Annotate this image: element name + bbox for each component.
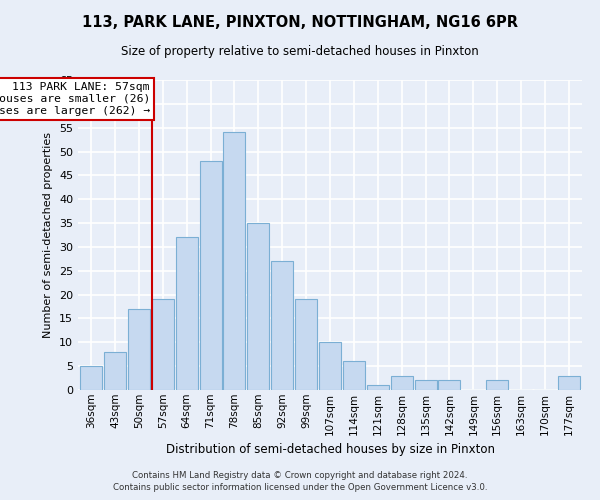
Text: Size of property relative to semi-detached houses in Pinxton: Size of property relative to semi-detach… bbox=[121, 45, 479, 58]
Text: Contains public sector information licensed under the Open Government Licence v3: Contains public sector information licen… bbox=[113, 484, 487, 492]
Bar bbox=[128, 309, 150, 390]
Bar bbox=[104, 352, 126, 390]
Bar bbox=[152, 300, 174, 390]
Bar bbox=[558, 376, 580, 390]
Bar bbox=[391, 376, 413, 390]
Text: Contains HM Land Registry data © Crown copyright and database right 2024.: Contains HM Land Registry data © Crown c… bbox=[132, 471, 468, 480]
Bar bbox=[247, 223, 269, 390]
Text: Distribution of semi-detached houses by size in Pinxton: Distribution of semi-detached houses by … bbox=[166, 442, 494, 456]
Text: 113 PARK LANE: 57sqm
← 9% of semi-detached houses are smaller (26)
90% of semi-d: 113 PARK LANE: 57sqm ← 9% of semi-detach… bbox=[0, 82, 150, 116]
Bar bbox=[439, 380, 460, 390]
Bar bbox=[415, 380, 437, 390]
Bar bbox=[271, 261, 293, 390]
Bar bbox=[295, 300, 317, 390]
Bar bbox=[343, 362, 365, 390]
Bar bbox=[80, 366, 102, 390]
Bar bbox=[367, 385, 389, 390]
Bar bbox=[200, 161, 221, 390]
Y-axis label: Number of semi-detached properties: Number of semi-detached properties bbox=[43, 132, 53, 338]
Bar bbox=[319, 342, 341, 390]
Bar bbox=[223, 132, 245, 390]
Bar bbox=[486, 380, 508, 390]
Bar bbox=[176, 238, 197, 390]
Text: 113, PARK LANE, PINXTON, NOTTINGHAM, NG16 6PR: 113, PARK LANE, PINXTON, NOTTINGHAM, NG1… bbox=[82, 15, 518, 30]
